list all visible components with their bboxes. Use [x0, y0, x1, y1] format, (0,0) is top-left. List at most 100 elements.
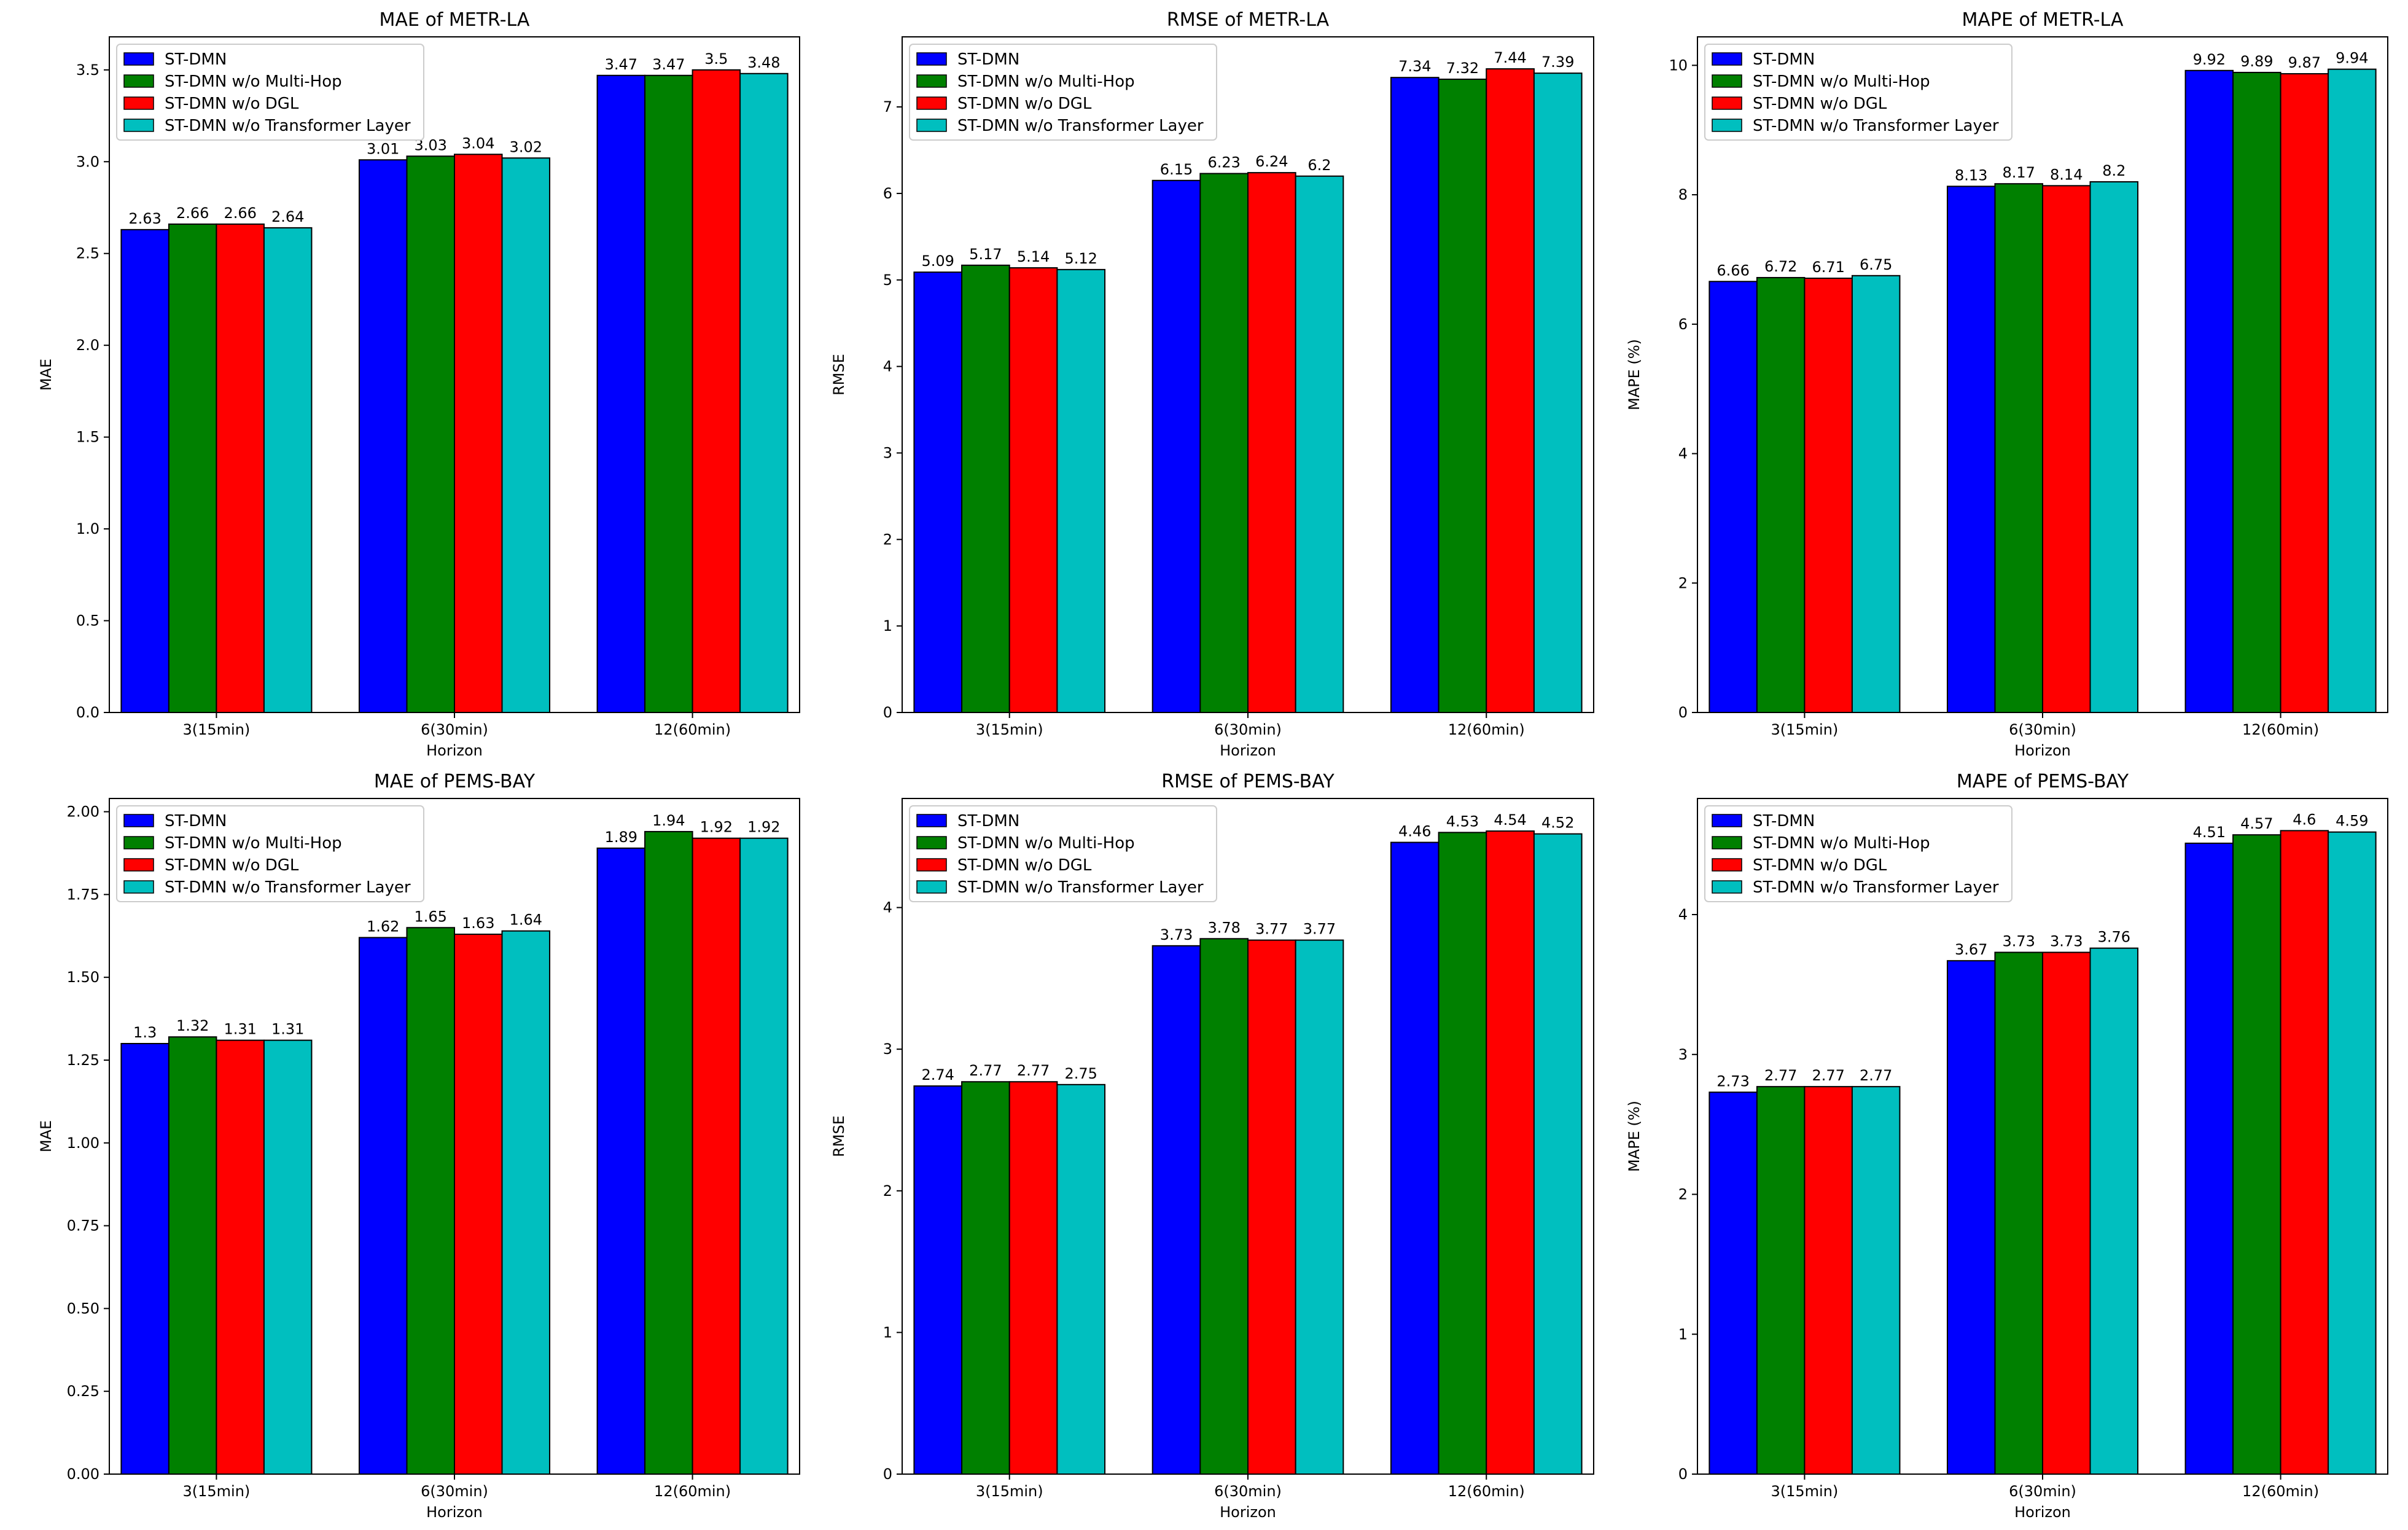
y-tick-label: 2.00 — [67, 803, 99, 821]
legend-label: ST-DMN w/o DGL — [1753, 856, 1887, 875]
legend-label: ST-DMN w/o Multi-Hop — [957, 834, 1135, 853]
bar — [216, 223, 265, 713]
legend-swatch — [123, 836, 154, 849]
legend-label: ST-DMN w/o Multi-Hop — [165, 834, 342, 853]
y-tick-label: 1.5 — [76, 429, 99, 446]
legend-swatch — [1712, 836, 1742, 849]
chart-panel: 2.73 3.67 4.51 2.77 3.73 4.57 2.77 3.73 4.6 2.77 3… — [1626, 771, 2388, 1521]
data-label: 7.44 — [1494, 49, 1526, 66]
y-tick-label: 0.25 — [67, 1383, 99, 1400]
y-tick-label: 0.00 — [67, 1466, 99, 1483]
bar — [1295, 175, 1344, 713]
data-label: 9.92 — [2193, 51, 2226, 68]
data-label: 3.02 — [510, 138, 542, 155]
bar — [961, 264, 1010, 713]
bar — [1151, 945, 1201, 1475]
legend-swatch — [123, 119, 154, 132]
data-label: 2.73 — [1716, 1072, 1749, 1090]
data-label: 3.5 — [704, 50, 728, 68]
bar — [1756, 276, 1806, 713]
data-label: 6.71 — [1812, 259, 1844, 276]
bar — [1533, 833, 1583, 1475]
bar — [2184, 842, 2234, 1475]
data-label: 7.34 — [1398, 58, 1431, 75]
bar — [644, 74, 693, 713]
data-label: 3.73 — [2003, 933, 2035, 950]
x-tick-label: 12(60min) — [2242, 1483, 2319, 1500]
bar — [1295, 939, 1344, 1475]
data-label: 1.3 — [133, 1024, 157, 1041]
x-axis-label: Horizon — [2014, 742, 2071, 759]
x-axis-label: Horizon — [1220, 742, 1276, 759]
bar — [596, 74, 646, 713]
data-label: 1.31 — [224, 1021, 256, 1038]
data-label: 4.57 — [2240, 815, 2273, 832]
data-label: 5.12 — [1064, 250, 1097, 267]
legend-label: ST-DMN w/o Transformer Layer — [957, 878, 1204, 897]
legend-swatch — [1712, 96, 1742, 110]
data-label: 1.94 — [652, 812, 685, 829]
bar — [2042, 951, 2091, 1475]
data-label: 3.67 — [1955, 941, 1987, 958]
chart-panel: 5.096.157.345.176.237.325.146.247.445.12… — [830, 9, 1594, 759]
bar — [692, 837, 741, 1475]
data-label: 2.75 — [1064, 1065, 1097, 1082]
bar — [1247, 172, 1296, 713]
legend-swatch — [916, 96, 947, 110]
data-label: 2.77 — [1017, 1062, 1050, 1079]
bar — [739, 837, 789, 1475]
data-label: 2.77 — [1764, 1067, 1797, 1084]
y-tick-label: 4 — [883, 358, 892, 375]
y-tick-label: 7 — [883, 98, 892, 115]
x-tick-label: 12(60min) — [654, 1483, 731, 1500]
x-tick-label: 12(60min) — [1448, 1483, 1525, 1500]
legend-swatch — [1712, 119, 1742, 132]
bar — [2184, 69, 2234, 713]
data-label: 6.2 — [1307, 157, 1331, 174]
data-label: 1.92 — [747, 819, 780, 836]
bar — [1804, 278, 1853, 713]
bar — [358, 159, 408, 713]
bar — [120, 228, 169, 713]
bar — [1851, 1086, 1901, 1475]
x-tick-label: 6(30min) — [1214, 721, 1282, 738]
data-label: 4.54 — [1494, 811, 1526, 829]
data-label: 4.51 — [2193, 824, 2226, 841]
data-label: 1.62 — [367, 918, 399, 935]
y-tick-label: 2.0 — [76, 337, 99, 354]
bar — [2280, 830, 2329, 1475]
data-label: 1.89 — [605, 829, 637, 846]
legend: ST-DMN ST-DMN w/o Multi-Hop ST-DMN w/o DGL… — [116, 805, 424, 902]
bar — [1804, 1086, 1853, 1475]
data-label: 5.17 — [969, 246, 1002, 263]
data-label: 4.6 — [2293, 811, 2316, 828]
y-axis-label: MAE — [37, 1120, 55, 1152]
bar — [1994, 951, 2043, 1475]
x-tick-label: 6(30min) — [1214, 1483, 1282, 1500]
legend-swatch — [1712, 858, 1742, 872]
legend-label: ST-DMN w/o Multi-Hop — [165, 72, 342, 91]
y-axis-label: MAPE (%) — [1626, 339, 1643, 410]
legend-swatch — [1712, 814, 1742, 827]
legend-swatch — [916, 814, 947, 827]
legend-swatch — [123, 858, 154, 872]
legend-label: ST-DMN w/o Multi-Hop — [957, 72, 1135, 91]
bar — [1438, 79, 1487, 713]
legend-swatch — [123, 814, 154, 827]
bar — [2042, 185, 2091, 713]
legend-box — [1704, 805, 2013, 902]
legend-box — [116, 44, 424, 141]
bar — [501, 157, 551, 713]
bar — [2089, 181, 2139, 713]
legend-swatch — [123, 74, 154, 88]
legend-swatch — [123, 52, 154, 66]
data-label: 8.2 — [2102, 162, 2126, 179]
bar — [1247, 939, 1296, 1475]
chart-panel: 2.633.013.472.663.033.472.663.043.52.643… — [37, 9, 800, 759]
bar — [1199, 938, 1249, 1475]
data-label: 9.89 — [2240, 53, 2273, 70]
y-tick-label: 6 — [1678, 316, 1688, 333]
bar — [168, 223, 217, 713]
y-tick-label: 4 — [1678, 445, 1688, 463]
y-tick-label: 1.00 — [67, 1134, 99, 1152]
